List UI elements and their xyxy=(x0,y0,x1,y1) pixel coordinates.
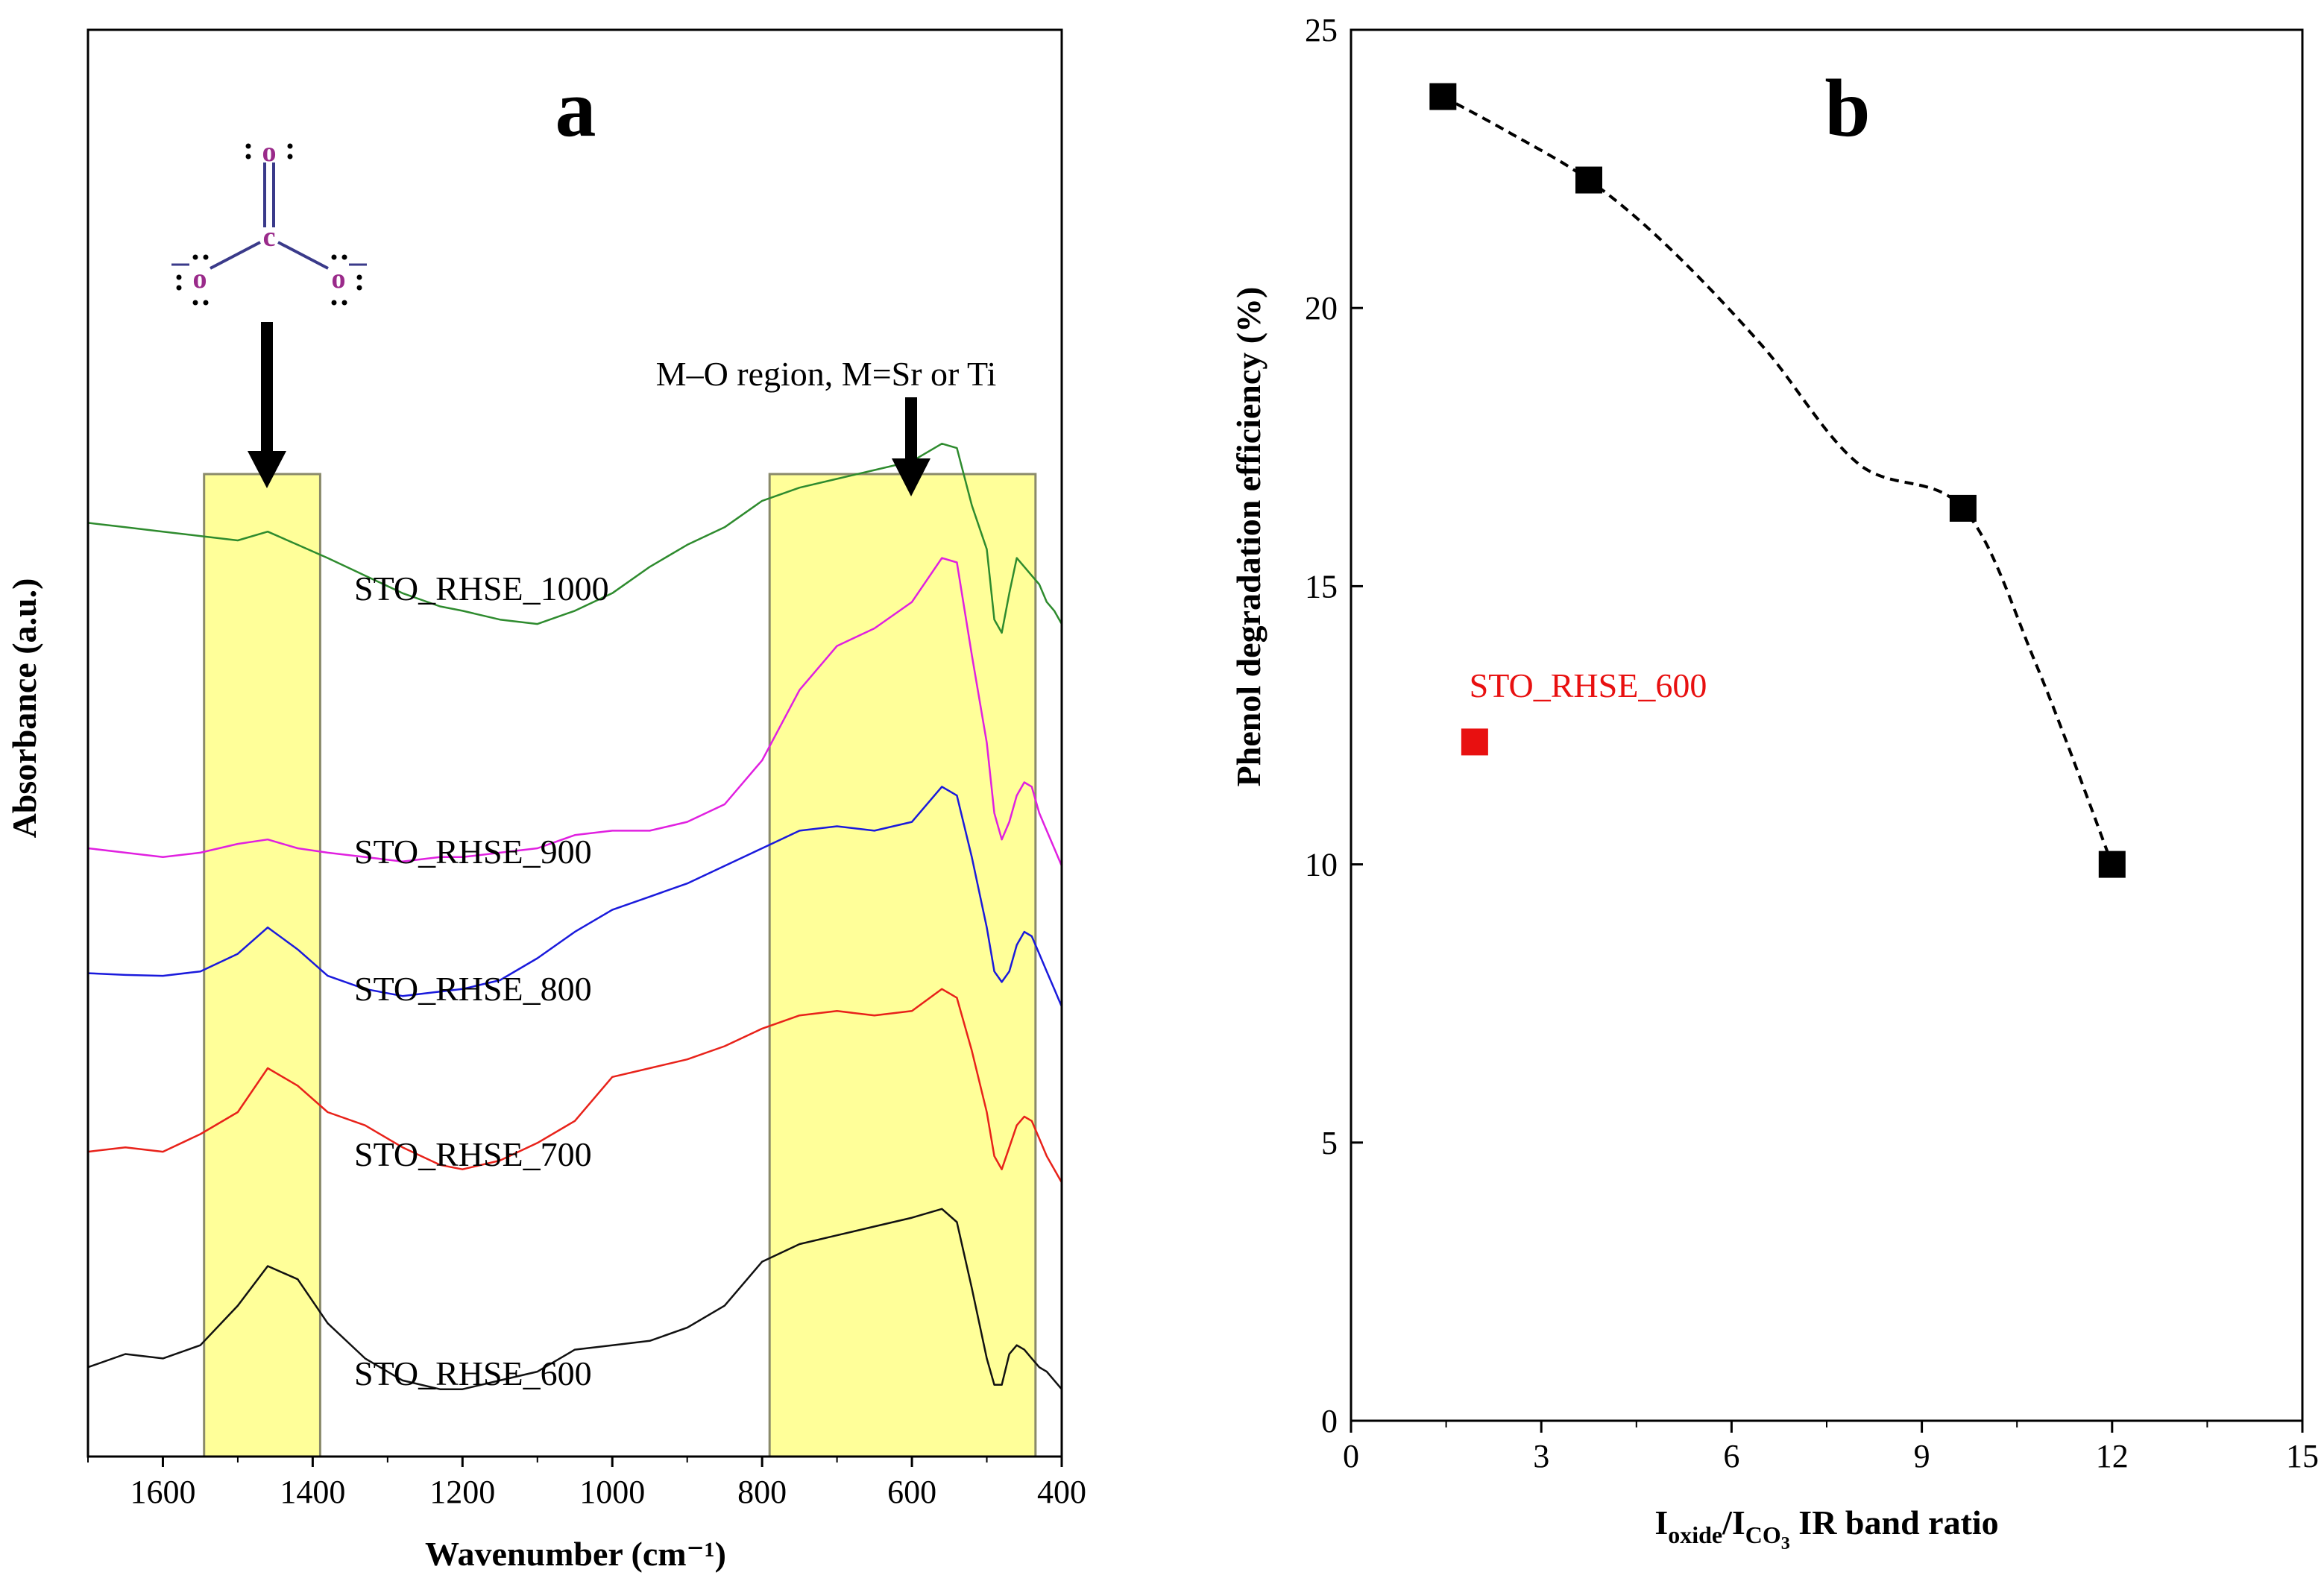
x-title-tail: IR band ratio xyxy=(1790,1503,1999,1542)
panel-b-letter: b xyxy=(1824,63,1870,154)
highlight-regions xyxy=(203,473,1037,1458)
x-title-slash-i: /I xyxy=(1722,1503,1745,1542)
carbonate-structure-icon: o c o o xyxy=(171,136,367,306)
curve-label-sto-rhse-700: STO_RHSE_700 xyxy=(354,1135,592,1173)
data-point xyxy=(1429,83,1457,110)
metal-oxide-arrow xyxy=(892,397,930,496)
x-tick-label: 0 xyxy=(1343,1438,1359,1474)
data-point xyxy=(1575,166,1602,194)
panel-b-y-ticks: 0 5 10 15 20 25 xyxy=(1305,12,1363,1439)
y-tick-label: 0 xyxy=(1321,1403,1338,1439)
x-tick-label: 1400 xyxy=(280,1474,345,1510)
panel-b-x-ticks: 0 3 6 9 12 15 xyxy=(1343,1421,2319,1474)
x-tick-label: 9 xyxy=(1914,1438,1930,1474)
x-tick-label: 1200 xyxy=(429,1474,495,1510)
panel-a-x-axis-title: Wavenumber (cm⁻¹) xyxy=(425,1535,726,1573)
curve-label-sto-rhse-600: STO_RHSE_600 xyxy=(354,1354,592,1392)
carbonate-carbon-label: c xyxy=(263,221,276,253)
carbonate-left-oxygen-label: o xyxy=(193,263,207,294)
carbonate-arrow xyxy=(248,322,286,488)
spectrum-sto-rhse-1000 xyxy=(87,442,1063,634)
x-tick-label: 12 xyxy=(2096,1438,2129,1474)
panel-b-x-axis-title: Ioxide/ICO3 IR band ratio xyxy=(1654,1503,1998,1553)
x-title-sub-oxide: oxide xyxy=(1668,1521,1722,1548)
panel-b-scatter-chart: 0 3 6 9 12 15 0 5 10 15 20 25 b STO_RHSE_600 Pheno… xyxy=(1229,12,2319,1553)
outlier-data-point xyxy=(1461,728,1488,756)
x-tick-label: 1600 xyxy=(130,1474,195,1510)
x-tick-label: 800 xyxy=(737,1474,787,1510)
x-title-sub-co: CO xyxy=(1745,1521,1781,1548)
curve-labels: STO_RHSE_1000 STO_RHSE_900 STO_RHSE_800 STO… xyxy=(354,569,609,1392)
data-point xyxy=(1949,494,1977,522)
y-tick-label: 10 xyxy=(1305,847,1338,883)
data-points xyxy=(1429,83,2126,878)
spectrum-sto-rhse-600 xyxy=(87,1208,1062,1390)
x-tick-label: 6 xyxy=(1723,1438,1739,1474)
x-tick-label: 15 xyxy=(2286,1438,2319,1474)
dashed-trend-line xyxy=(1442,95,2114,865)
x-tick-label: 3 xyxy=(1533,1438,1549,1474)
carbonate-top-oxygen-label: o xyxy=(262,136,277,168)
curve-label-sto-rhse-800: STO_RHSE_800 xyxy=(354,970,592,1008)
y-tick-label: 15 xyxy=(1305,568,1338,605)
metal-oxide-region-label: M–O region, M=Sr or Ti xyxy=(656,355,997,393)
panel-b-plot-frame xyxy=(1350,28,2304,1422)
highlight-region-1 xyxy=(203,473,321,1458)
spectra-curves xyxy=(87,442,1063,1390)
x-tick-label: 1000 xyxy=(579,1474,645,1510)
trend-line xyxy=(1442,95,2114,865)
carbonate-lone-pairs xyxy=(176,143,362,306)
x-title-i1: I xyxy=(1654,1503,1668,1542)
outlier-point-label: STO_RHSE_600 xyxy=(1470,666,1707,704)
panel-a-plot-frame xyxy=(86,28,1063,1458)
panel-b-y-axis-title: Phenol degradation efficiency (%) xyxy=(1229,287,1268,787)
x-title-sub-3: 3 xyxy=(1781,1534,1790,1553)
highlight-region-2 xyxy=(768,473,1037,1458)
spectrum-sto-rhse-800 xyxy=(87,786,1063,1007)
curve-label-sto-rhse-900: STO_RHSE_900 xyxy=(354,833,592,871)
panel-a-x-ticks: 1600 1400 1200 1000 800 600 400 xyxy=(87,1457,1086,1510)
panel-a-y-axis-title: Absorbance (a.u.) xyxy=(5,578,43,839)
carbonate-right-oxygen-label: o xyxy=(332,263,346,294)
panel-a-letter: a xyxy=(555,63,596,154)
spectrum-sto-rhse-900 xyxy=(87,557,1063,867)
x-tick-label: 400 xyxy=(1037,1474,1086,1510)
y-tick-label: 5 xyxy=(1321,1125,1338,1161)
spectrum-sto-rhse-700 xyxy=(87,988,1063,1184)
carbonate-bonds xyxy=(171,162,367,270)
data-point xyxy=(2098,851,2126,878)
curve-label-sto-rhse-1000: STO_RHSE_1000 xyxy=(354,569,609,608)
y-tick-label: 25 xyxy=(1305,12,1338,48)
y-tick-label: 20 xyxy=(1305,290,1338,326)
x-tick-label: 600 xyxy=(887,1474,936,1510)
panel-a-spectra-chart: 1600 1400 1200 1000 800 600 400 STO_RHSE_1000S… xyxy=(5,28,1086,1573)
